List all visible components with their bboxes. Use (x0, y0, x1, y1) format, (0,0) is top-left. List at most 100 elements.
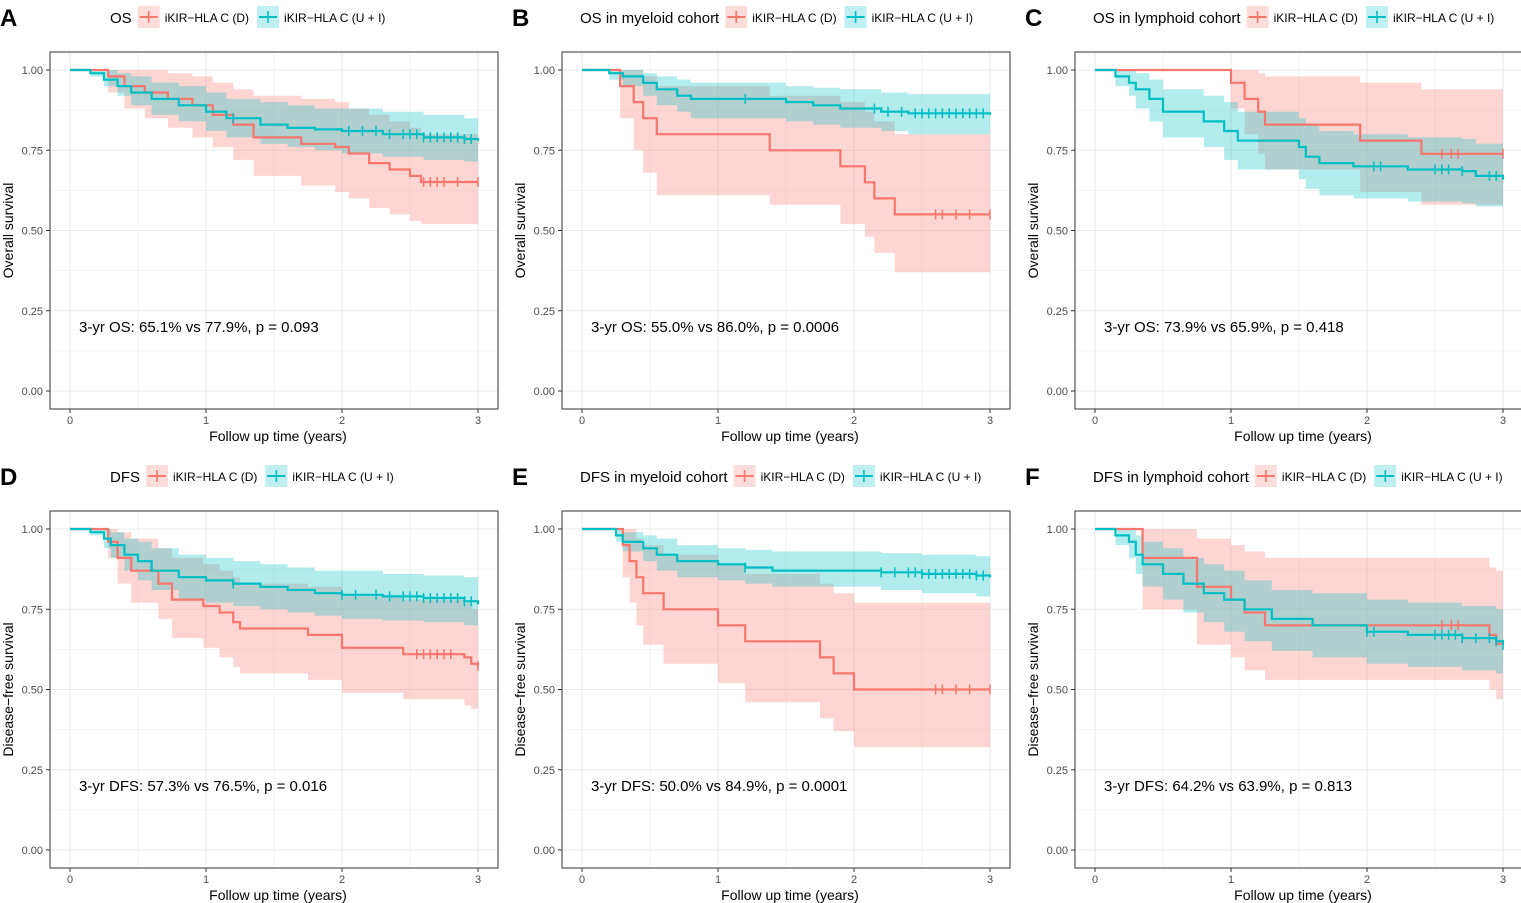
survival-curve-d (582, 68, 990, 216)
legend-title: OS in lymphoid cohort (1093, 10, 1241, 27)
x-tick-label: 0 (579, 415, 585, 427)
legend-key-d: iKIR−HLA C (D) (1254, 465, 1366, 487)
gridlines (562, 511, 1010, 868)
x-tick-label: 0 (67, 415, 73, 427)
legend: DFS iKIR−HLA C (D) iKIR−HLA C (U + I) (110, 465, 394, 487)
y-tick-label: 0.50 (1047, 685, 1068, 697)
y-tick-label: 0.25 (1047, 765, 1068, 777)
survival-curve-ui (1095, 68, 1505, 180)
ci-band-d (70, 529, 478, 709)
y-tick-label: 0.50 (22, 685, 43, 697)
y-tick-label: 0.25 (22, 765, 43, 777)
y-axis-label: Overall survival (0, 183, 16, 279)
censor-marks-ui (1373, 161, 1497, 181)
x-tick-label: 1 (715, 415, 721, 427)
legend: OS iKIR−HLA C (D) iKIR−HLA C (U + I) (110, 6, 385, 28)
y-tick-label: 0.25 (22, 306, 43, 318)
y-tick-label: 0.75 (22, 604, 43, 616)
legend-key-ui: iKIR−HLA C (U + I) (1365, 6, 1494, 28)
censor-marks-d (934, 209, 991, 220)
annotation-text: 3-yr DFS: 50.0% vs 84.9%, p = 0.0001 (591, 778, 847, 795)
y-tick-label: 1.00 (1047, 65, 1068, 77)
ci-band-d (582, 70, 990, 273)
x-axis-label: Follow up time (years) (209, 887, 347, 903)
x-tick-label: 1 (203, 415, 209, 427)
x-tick-label: 3 (987, 874, 993, 886)
gridlines (562, 52, 1010, 409)
legend-label: iKIR−HLA C (U + I) (1393, 11, 1494, 25)
x-tick-label: 2 (339, 415, 345, 427)
legend-label: iKIR−HLA C (D) (752, 11, 836, 25)
panel-letter: E (512, 464, 528, 491)
ci-band-d (70, 70, 478, 225)
legend-label: iKIR−HLA C (U + I) (292, 470, 393, 484)
legend-label: iKIR−HLA C (U + I) (872, 11, 973, 25)
legend-label: iKIR−HLA C (U + I) (284, 11, 385, 25)
legend-label: iKIR−HLA C (D) (1282, 470, 1366, 484)
censor-marks-ui (232, 578, 472, 607)
y-tick-label: 0.25 (534, 306, 555, 318)
panel-letter: F (1025, 464, 1040, 491)
x-axis-label: Follow up time (years) (721, 887, 859, 903)
annotation-text: 3-yr DFS: 57.3% vs 76.5%, p = 0.016 (79, 778, 327, 795)
panel-c: C OS in lymphoid cohort iKIR−HLA C (D) iKIR… (1025, 5, 1521, 444)
panel-b: B OS in myeloid cohort iKIR−HLA C (D) iKIR−… (512, 5, 1011, 444)
censor-marks-ui (1366, 626, 1504, 650)
y-axis-label: Disease−free survival (0, 622, 16, 756)
y-axis-label: Overall survival (512, 183, 528, 279)
survival-curve-ui (1095, 527, 1505, 645)
x-tick-label: 3 (475, 874, 481, 886)
ci-band-d (1095, 70, 1503, 205)
x-tick-label: 3 (987, 415, 993, 427)
x-tick-label: 1 (203, 874, 209, 886)
legend-title: DFS in myeloid cohort (580, 469, 728, 486)
legend: DFS in lymphoid cohort iKIR−HLA C (D) iKIR… (1093, 465, 1503, 487)
gridlines (50, 52, 498, 409)
x-tick-label: 2 (851, 874, 857, 886)
gridlines (1075, 52, 1521, 409)
legend: OS in myeloid cohort iKIR−HLA C (D) iKIR−H… (580, 6, 973, 28)
y-axis-label: Disease−free survival (512, 622, 528, 756)
x-axis-label: Follow up time (years) (209, 428, 347, 444)
censor-marks-d (934, 684, 991, 695)
y-tick-label: 0.75 (1047, 145, 1068, 157)
legend: OS in lymphoid cohort iKIR−HLA C (D) iKIR−… (1093, 6, 1494, 28)
y-tick-label: 0.00 (534, 386, 555, 398)
y-tick-label: 1.00 (1047, 524, 1068, 536)
y-tick-label: 0.00 (22, 845, 43, 857)
y-tick-label: 0.00 (534, 845, 555, 857)
legend-title: DFS (110, 469, 140, 486)
survival-curve-d (582, 527, 990, 691)
legend-label: iKIR−HLA C (U + I) (880, 470, 981, 484)
y-tick-label: 0.25 (534, 765, 555, 777)
legend-key-ui: iKIR−HLA C (U + I) (1374, 465, 1503, 487)
legend: DFS in myeloid cohort iKIR−HLA C (D) iKIR−… (580, 465, 981, 487)
x-tick-label: 1 (1228, 874, 1234, 886)
legend-label: iKIR−HLA C (D) (165, 11, 249, 25)
legend-key-ui: iKIR−HLA C (U + I) (844, 6, 973, 28)
legend-label: iKIR−HLA C (U + I) (1401, 470, 1502, 484)
censor-marks-ui (744, 562, 984, 581)
legend-title: OS in myeloid cohort (580, 10, 720, 27)
legend-key-ui: iKIR−HLA C (U + I) (265, 465, 394, 487)
legend-key-d: iKIR−HLA C (D) (137, 6, 249, 28)
ci-band-ui (70, 70, 478, 164)
x-tick-label: 3 (1500, 874, 1506, 886)
x-tick-label: 0 (579, 874, 585, 886)
gridlines (50, 511, 498, 868)
x-tick-label: 1 (715, 874, 721, 886)
legend-title: DFS in lymphoid cohort (1093, 469, 1250, 486)
y-tick-label: 0.50 (534, 685, 555, 697)
x-tick-label: 2 (1364, 874, 1370, 886)
x-tick-label: 1 (1228, 415, 1234, 427)
panel-a: A OS iKIR−HLA C (D) iKIR−HLA C (U + I) 0.00 0… (0, 5, 499, 444)
y-tick-label: 0.00 (1047, 845, 1068, 857)
censor-marks-d (422, 177, 479, 188)
x-axis-label: Follow up time (years) (721, 428, 859, 444)
gridlines (1075, 511, 1521, 868)
survival-curve-d (1095, 68, 1503, 155)
y-tick-label: 0.50 (1047, 226, 1068, 238)
legend-label: iKIR−HLA C (D) (1274, 11, 1358, 25)
x-tick-label: 0 (67, 874, 73, 886)
